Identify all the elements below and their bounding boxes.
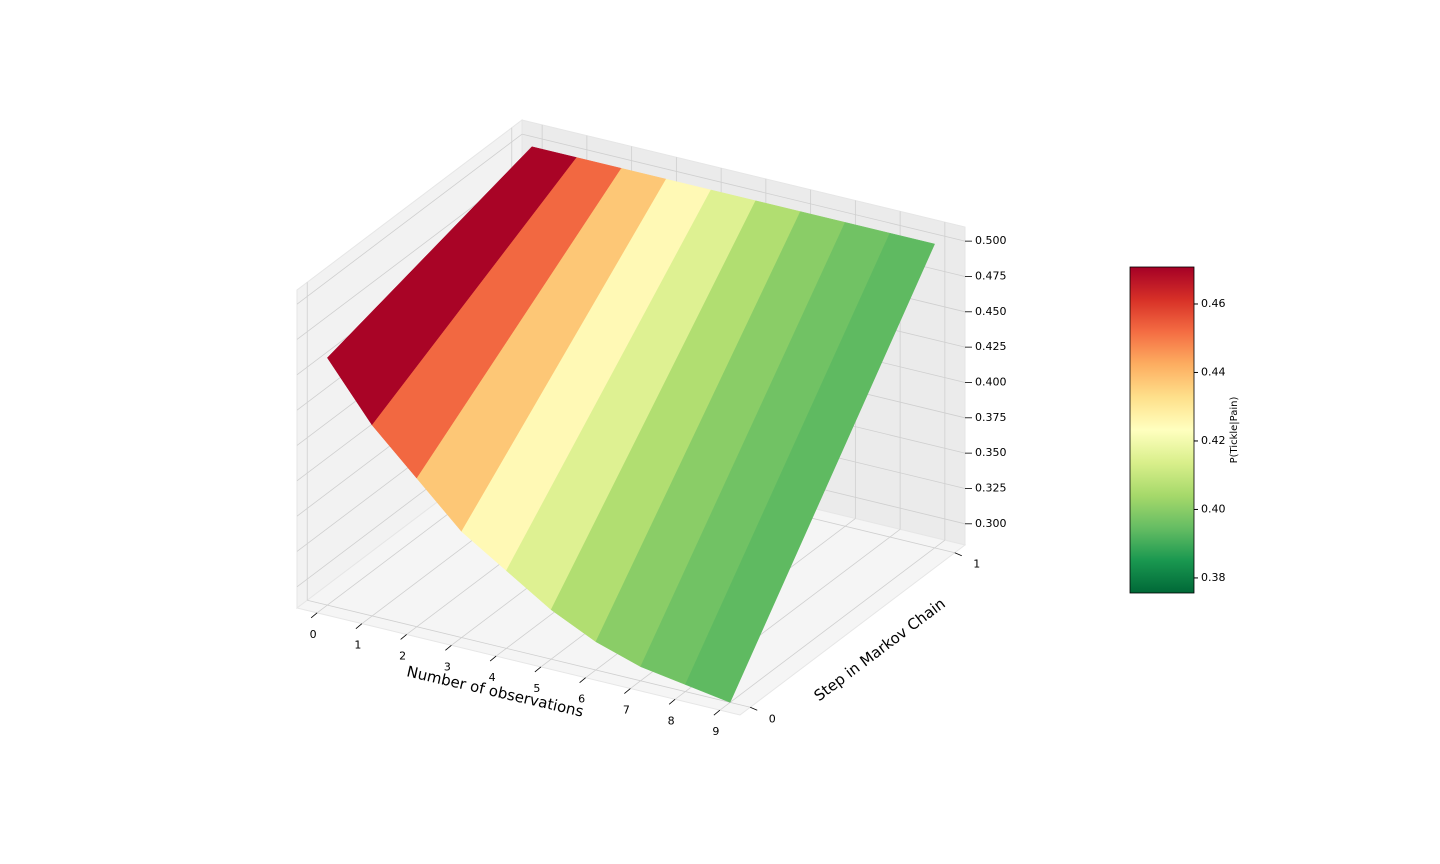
- x-tick-label: 2: [399, 649, 406, 662]
- x-tick-label: 7: [623, 704, 630, 717]
- tick-mark: [355, 623, 363, 629]
- x-tick-label: 9: [712, 725, 719, 738]
- tick-mark: [713, 709, 721, 716]
- x-tick-label: 5: [533, 682, 540, 695]
- tick-mark: [624, 688, 631, 694]
- x-tick-label: 8: [668, 714, 675, 727]
- colorbar-tick-label: 0.38: [1201, 571, 1226, 584]
- z-tick-label: 0.325: [975, 481, 1007, 494]
- x-tick-label: 1: [354, 639, 361, 652]
- colorbar-tick-label: 0.40: [1201, 502, 1226, 515]
- z-tick-label: 0.500: [975, 234, 1007, 247]
- tick-mark: [668, 699, 676, 705]
- tick-mark: [534, 666, 542, 673]
- tick-mark: [489, 655, 497, 662]
- z-tick-label: 0.400: [975, 375, 1007, 388]
- colorbar-label: P(Tickle|Pain): [1229, 396, 1240, 463]
- tick-mark: [310, 612, 318, 619]
- z-tick-label: 0.450: [975, 305, 1007, 318]
- tick-mark: [400, 634, 407, 640]
- z-tick-label: 0.375: [975, 411, 1007, 424]
- z-tick-label: 0.425: [975, 340, 1007, 353]
- x-tick-label: 3: [444, 660, 451, 673]
- colorbar-tick-label: 0.42: [1201, 434, 1226, 447]
- tick-mark: [954, 552, 962, 557]
- tick-mark: [579, 677, 586, 684]
- grid-line: [521, 133, 966, 242]
- x-tick-label: 0: [310, 628, 317, 641]
- grid-line: [719, 539, 946, 711]
- y-tick-label: 0: [769, 712, 776, 725]
- colorbar-tick-label: 0.46: [1201, 297, 1226, 310]
- x-tick-label: 4: [489, 671, 496, 684]
- colorbar-tick-label: 0.44: [1201, 365, 1226, 378]
- x-tick-label: 6: [578, 693, 585, 706]
- z-tick-label: 0.350: [975, 446, 1007, 459]
- grid-line: [296, 133, 523, 305]
- z-tick-label: 0.475: [975, 269, 1007, 282]
- surface-face: [685, 232, 935, 703]
- tick-mark: [750, 706, 758, 711]
- grid-line: [307, 599, 751, 708]
- y-tick-label: 1: [973, 558, 980, 571]
- colorbar: [1129, 266, 1195, 594]
- tick-mark: [445, 644, 452, 651]
- z-tick-label: 0.300: [975, 517, 1007, 530]
